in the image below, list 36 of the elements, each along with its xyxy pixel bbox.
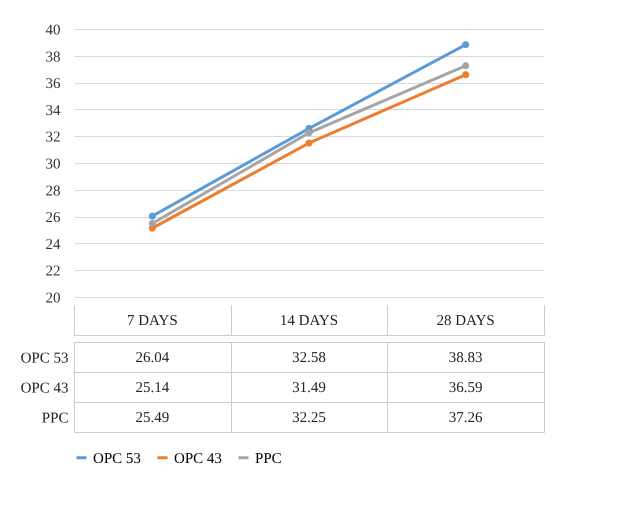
point [305,129,313,136]
y-tick-label: 32 [46,130,60,146]
point [462,41,470,48]
x-tick-label: 7 DAYS [126,313,178,329]
y-tick-label: 36 [46,76,61,92]
data-label: 32.58 [292,350,326,366]
data-label: 25.49 [135,410,170,426]
point [462,71,470,78]
y-tick-label: 40 [46,22,60,38]
text: PPC [42,410,68,426]
data-label: 32.25 [292,410,326,426]
data-label: 31.49 [292,380,326,396]
y-tick-label: 20 [46,290,60,306]
legend-label: PPC [255,450,282,467]
point [305,140,313,147]
x-tick-label: 28 DAYS [436,313,495,329]
legend-label: OPC 53 [93,450,141,467]
y-tick-label: 22 [46,264,60,280]
y-tick-label: 26 [46,210,61,226]
data-label: 26.04 [135,350,170,366]
point [148,212,156,220]
x-tick-label: 14 DAYS [280,313,338,329]
point [148,220,156,227]
y-tick-label: 30 [46,156,60,172]
y-tick-label: 38 [46,49,60,66]
point [462,62,470,70]
text: OPC 43 [20,380,68,396]
y-tick-label: 34 [46,102,61,119]
data-label: 25.14 [135,380,170,396]
data-label: 36.59 [448,380,483,396]
text: OPC 53 [20,350,68,366]
y-tick-label: 28 [46,183,60,200]
data-label: 37.26 [448,410,484,426]
y-tick-label: 24 [46,236,61,253]
data-label: 38.83 [448,350,483,366]
legend-label: OPC 43 [174,450,222,467]
